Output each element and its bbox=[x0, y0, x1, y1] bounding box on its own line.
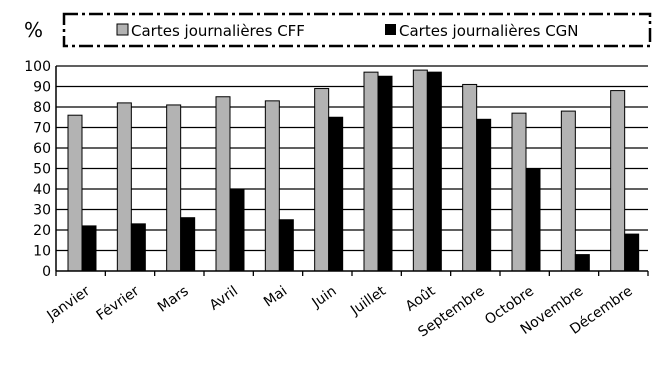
y-tick-label: 100 bbox=[24, 59, 51, 75]
bar-cgn-0 bbox=[81, 225, 97, 272]
bar-cff-3 bbox=[215, 96, 231, 272]
bar-cgn-5 bbox=[328, 116, 344, 272]
y-tick-label: 10 bbox=[33, 244, 51, 260]
legend-label-cff: Cartes journalières CFF bbox=[131, 22, 305, 40]
bar-cgn-6 bbox=[377, 75, 393, 272]
y-tick-label: 70 bbox=[33, 121, 51, 137]
bar-cff-8 bbox=[462, 83, 478, 272]
legend-swatch-cff bbox=[116, 23, 129, 36]
bar-cff-2 bbox=[166, 104, 182, 272]
gridlines bbox=[56, 65, 648, 252]
bar-cff-11 bbox=[610, 90, 626, 272]
x-tick-label: Février bbox=[94, 283, 143, 324]
legend-frame bbox=[62, 12, 652, 48]
x-tick-label: Mai bbox=[261, 283, 290, 310]
x-tick-label: Janvier bbox=[44, 283, 94, 324]
bar-cff-4 bbox=[264, 100, 280, 272]
y-tick-label: 50 bbox=[33, 162, 51, 178]
bar-cgn-1 bbox=[130, 223, 146, 272]
y-tick-label: 60 bbox=[33, 141, 51, 157]
y-tick-label: 80 bbox=[33, 100, 51, 116]
x-tick-label: Août bbox=[403, 283, 439, 315]
x-tick-label: Juillet bbox=[347, 283, 389, 319]
bar-cff-9 bbox=[511, 112, 527, 272]
bar-cgn-8 bbox=[476, 118, 492, 272]
bar-cff-6 bbox=[363, 71, 379, 272]
bar-cff-7 bbox=[412, 69, 428, 272]
bar-cff-10 bbox=[560, 110, 576, 272]
y-tick-label: 30 bbox=[33, 203, 51, 219]
x-tick-label: Juin bbox=[309, 283, 340, 311]
bar-cgn-11 bbox=[624, 233, 640, 272]
bar-cgn-10 bbox=[574, 254, 590, 272]
x-tick-label: Mars bbox=[155, 283, 192, 315]
bar-cgn-4 bbox=[278, 219, 294, 272]
legend: Cartes journalières CFF Cartes journaliè… bbox=[62, 12, 652, 48]
axes bbox=[55, 66, 649, 276]
y-tick-label: 0 bbox=[42, 264, 51, 280]
y-tick-label: 40 bbox=[33, 182, 51, 198]
bar-cff-1 bbox=[116, 102, 132, 272]
bar-cff-0 bbox=[67, 114, 83, 272]
y-tick-label: 20 bbox=[33, 223, 51, 239]
y-axis-label: % bbox=[24, 18, 43, 42]
x-tick-labels: Janvier Février Mars Avril Mai Juin Juillet Aoû… bbox=[44, 283, 636, 341]
x-tick-label: Avril bbox=[207, 283, 241, 314]
y-tick-label: 90 bbox=[33, 80, 51, 96]
y-tick-labels: 0 10 20 30 40 50 60 70 80 90 100 bbox=[24, 59, 51, 280]
bar-cgn-7 bbox=[426, 71, 442, 272]
bars bbox=[67, 69, 640, 272]
legend-swatch-cgn bbox=[385, 24, 396, 35]
legend-label-cgn: Cartes journalières CGN bbox=[399, 22, 579, 40]
bar-cgn-9 bbox=[525, 168, 541, 272]
bar-cff-5 bbox=[314, 88, 330, 272]
bar-cgn-2 bbox=[180, 217, 196, 272]
bar-cgn-3 bbox=[229, 188, 245, 272]
